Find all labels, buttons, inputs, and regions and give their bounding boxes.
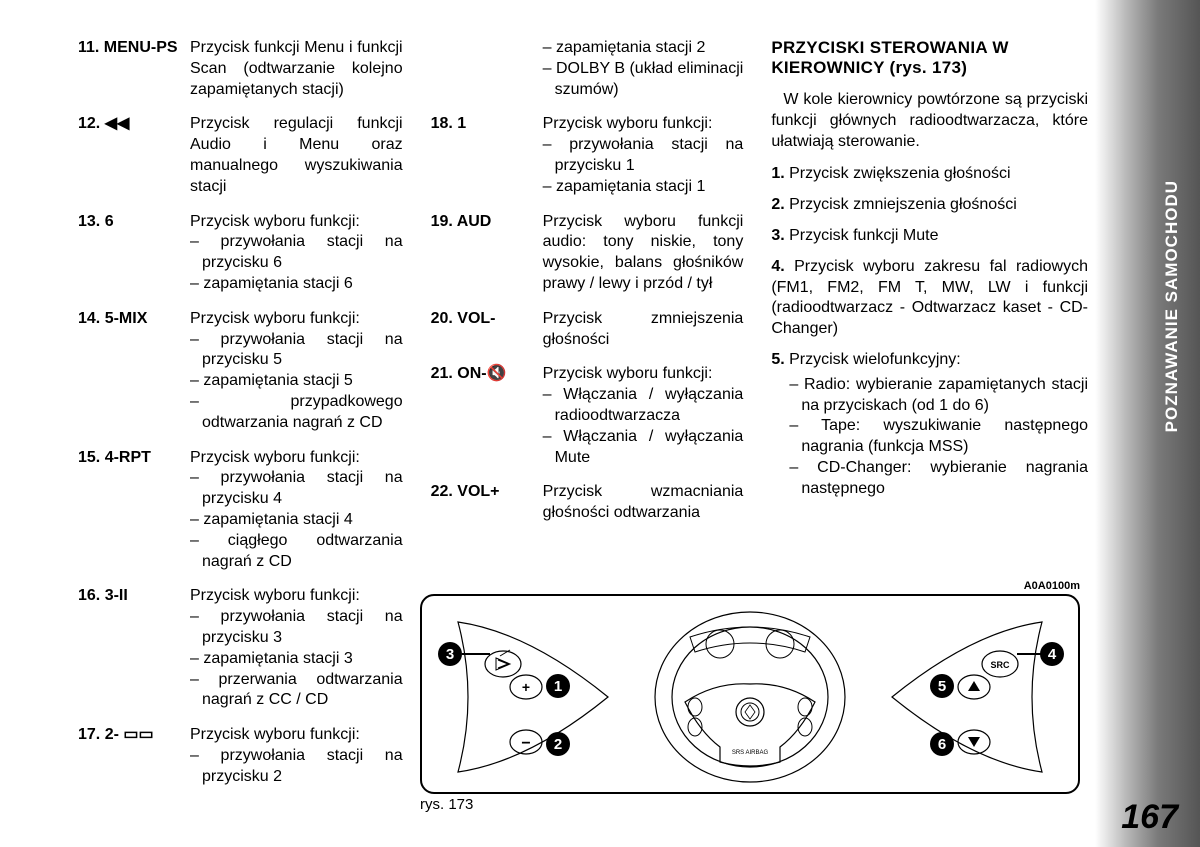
callout-5: 5	[930, 674, 954, 698]
column-1: 11. MENU-PSPrzycisk funkcji Menu i funkc…	[78, 38, 403, 802]
entry-16: 16. 3-IIPrzycisk wyboru funkcji:– przywo…	[78, 586, 403, 711]
sidebar-gradient	[1095, 0, 1200, 847]
svg-text:SRS AIRBAG: SRS AIRBAG	[732, 750, 769, 756]
callout-1: 1	[546, 674, 570, 698]
entry-21: 21. ON-🔇Przycisk wyboru funkcji:– Włącza…	[431, 364, 744, 468]
entry-13: 13. 6Przycisk wyboru funkcji:– przywołan…	[78, 212, 403, 295]
figure-box: + − 3 1 2	[420, 594, 1080, 794]
item-2: 2. Przycisk zmniejszenia głośności	[771, 195, 1088, 216]
item-4: 4. Przycisk wyboru zakresu fal radiowych…	[771, 257, 1088, 340]
panel-right: SRC 4 5 6	[872, 602, 1072, 786]
panel-left: + − 3 1 2	[428, 602, 628, 786]
item-3: 3. Przycisk funkcji Mute	[771, 226, 1088, 247]
col3-heading: PRZYCISKI STEROWANIA W KIEROWNICY (rys. …	[771, 38, 1088, 78]
entry-17-cont: – zapamiętania stacji 2– DOLBY B (układ …	[431, 38, 744, 100]
svg-text:SRC: SRC	[990, 660, 1010, 670]
svg-text:−: −	[521, 735, 530, 752]
figure-caption: rys. 173	[420, 796, 1080, 813]
callout-2: 2	[546, 732, 570, 756]
figure-code: A0A0100m	[420, 580, 1080, 592]
entry-17: 17. 2- ▭▭Przycisk wyboru funkcji:– przyw…	[78, 725, 403, 787]
left-spoke-icon: + −	[428, 602, 628, 790]
callout-4: 4	[1040, 642, 1064, 666]
callout-6: 6	[930, 732, 954, 756]
entry-19: 19. AUDPrzycisk wyboru funkcji audio: to…	[431, 212, 744, 295]
page-number: 167	[1121, 798, 1178, 837]
item-1: 1. Przycisk zwiększenia głośności	[771, 164, 1088, 185]
section-title-vertical: POZNAWANIE SAMOCHODU	[1162, 180, 1182, 432]
entry-18: 18. 1Przycisk wyboru funkcji:– przywołan…	[431, 114, 744, 197]
steering-wheel-icon: SRS AIRBAG	[635, 602, 865, 790]
entry-12: 12. ◀◀Przycisk regulacji funkcji Audio i…	[78, 114, 403, 197]
entry-14: 14. 5-MIXPrzycisk wyboru funkcji:– przyw…	[78, 309, 403, 434]
entry-22: 22. VOL+Przycisk wzmacniania głośności o…	[431, 482, 744, 524]
panel-mid: SRS AIRBAG	[635, 602, 865, 786]
col3-intro: W kole kierownicy powtórzone są przycisk…	[771, 90, 1088, 152]
entry-11: 11. MENU-PSPrzycisk funkcji Menu i funkc…	[78, 38, 403, 100]
right-spoke-icon: SRC	[872, 602, 1072, 790]
callout-3: 3	[438, 642, 462, 666]
svg-text:+: +	[522, 679, 530, 695]
item-5: 5. Przycisk wielofunkcyjny: – Radio: wyb…	[771, 350, 1088, 500]
entry-20: 20. VOL-Przycisk zmniejszenia głośności	[431, 309, 744, 351]
figure-173: A0A0100m + − 3 1 2	[420, 580, 1080, 813]
entry-15: 15. 4-RPTPrzycisk wyboru funkcji:– przyw…	[78, 448, 403, 573]
